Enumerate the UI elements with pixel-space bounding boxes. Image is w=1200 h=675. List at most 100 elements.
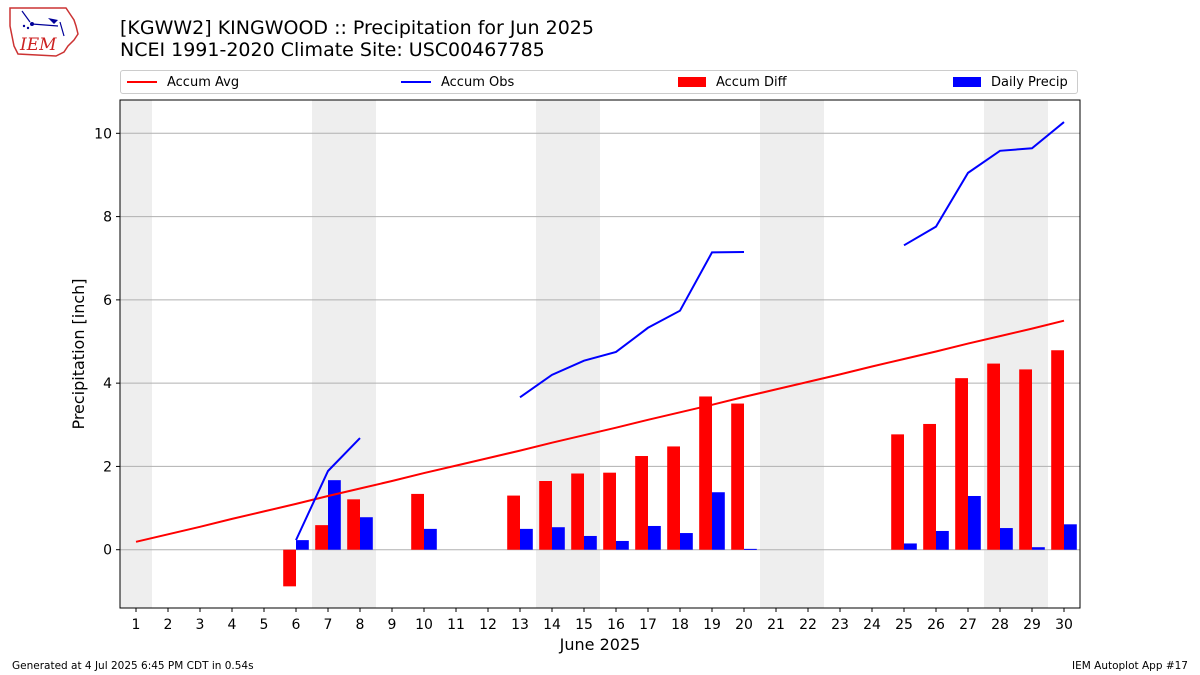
y-axis-label: Precipitation [inch] xyxy=(69,278,88,429)
accum-diff-bar-10 xyxy=(411,493,424,550)
chart-title: [KGWW2] KINGWOOD :: Precipitation for Ju… xyxy=(120,17,594,39)
accum-diff-bar-17 xyxy=(635,456,648,550)
x-tick-label-4: 4 xyxy=(228,617,237,633)
legend-item-accum-obs: Accum Obs xyxy=(401,74,514,90)
accum-obs-line-segment-2 xyxy=(903,121,1065,247)
daily-precip-bar-16 xyxy=(616,540,629,550)
x-tick-label-2: 2 xyxy=(164,617,173,633)
accum-diff-bar-13 xyxy=(507,495,520,550)
x-tick-label-22: 22 xyxy=(799,617,817,633)
x-tick-label-7: 7 xyxy=(324,617,333,633)
legend-label-accum-avg: Accum Avg xyxy=(167,74,240,90)
footer-generated: Generated at 4 Jul 2025 6:45 PM CDT in 0… xyxy=(12,660,254,672)
accum-diff-bar-20 xyxy=(731,403,744,550)
accum-diff-bar-7 xyxy=(315,525,328,550)
x-tick-label-13: 13 xyxy=(511,617,529,633)
logo-text: IEM xyxy=(19,35,57,55)
x-tick-label-17: 17 xyxy=(639,617,657,633)
daily-precip-bar-30 xyxy=(1064,524,1077,550)
daily-precip-bar-27 xyxy=(968,495,981,550)
x-tick-label-10: 10 xyxy=(415,617,433,633)
accum-avg-line-segment-0 xyxy=(135,319,1065,543)
x-tick-label-26: 26 xyxy=(927,617,945,633)
daily-precip-bar-15 xyxy=(584,535,597,550)
y-tick-label-6: 6 xyxy=(103,293,112,309)
x-tick-label-8: 8 xyxy=(356,617,365,633)
daily-precip-bar-28 xyxy=(1000,528,1013,550)
x-tick-label-24: 24 xyxy=(863,617,881,633)
x-axis-label: June 2025 xyxy=(559,635,641,654)
weekend-shade-22 xyxy=(792,100,824,608)
x-tick-label-14: 14 xyxy=(543,617,561,633)
x-tick-label-29: 29 xyxy=(1023,617,1041,633)
y-tick-label-8: 8 xyxy=(103,210,112,226)
daily-precip-bar-26 xyxy=(936,530,949,550)
daily-precip-bar-13 xyxy=(520,528,533,550)
legend-label-daily-precip: Daily Precip xyxy=(991,74,1068,90)
accum-diff-bar-27 xyxy=(955,378,968,550)
daily-precip-bar-7 xyxy=(328,480,341,550)
x-tick-label-5: 5 xyxy=(260,617,269,633)
daily-precip-bar-29 xyxy=(1032,547,1045,550)
chart-legend: Accum Avg Accum Obs Accum Diff Daily Pre… xyxy=(120,70,1078,94)
legend-item-accum-diff: Accum Diff xyxy=(678,74,787,90)
accum-diff-bar-15 xyxy=(571,473,584,550)
x-tick-label-1: 1 xyxy=(132,617,141,633)
x-tick-label-11: 11 xyxy=(447,617,465,633)
x-tick-label-9: 9 xyxy=(388,617,397,633)
accum-diff-bar-19 xyxy=(699,396,712,550)
legend-swatch-accum-diff xyxy=(678,77,706,87)
daily-precip-bar-8 xyxy=(360,517,373,550)
accum-diff-bar-8 xyxy=(347,499,360,550)
accum-obs-line-segment-0 xyxy=(295,437,361,541)
plot-frame xyxy=(119,99,1081,609)
x-tick-label-28: 28 xyxy=(991,617,1009,633)
daily-precip-bar-10 xyxy=(424,528,437,550)
accum-diff-bar-6 xyxy=(283,549,296,587)
legend-item-accum-avg: Accum Avg xyxy=(127,74,239,90)
x-tick-label-30: 30 xyxy=(1055,617,1073,633)
x-tick-label-6: 6 xyxy=(292,617,301,633)
daily-precip-bar-19 xyxy=(712,492,725,550)
y-tick-label-10: 10 xyxy=(94,126,112,142)
x-tick-label-25: 25 xyxy=(895,617,913,633)
daily-precip-bar-20 xyxy=(744,548,757,550)
daily-precip-bar-25 xyxy=(904,543,917,550)
x-tick-label-19: 19 xyxy=(703,617,721,633)
daily-precip-bar-18 xyxy=(680,533,693,550)
x-tick-label-21: 21 xyxy=(767,617,785,633)
weekend-shade-21 xyxy=(760,100,792,608)
iem-logo: IEM xyxy=(8,6,80,58)
legend-swatch-daily-precip xyxy=(953,77,981,87)
accum-obs-line-segment-1 xyxy=(519,250,745,399)
daily-precip-bar-6 xyxy=(296,540,309,550)
y-tick-label-4: 4 xyxy=(103,376,112,392)
x-tick-label-23: 23 xyxy=(831,617,849,633)
weekend-shade-1 xyxy=(120,100,152,608)
accum-diff-bar-30 xyxy=(1051,350,1064,550)
accum-diff-bar-16 xyxy=(603,472,616,550)
x-tick-label-18: 18 xyxy=(671,617,689,633)
chart-subtitle: NCEI 1991-2020 Climate Site: USC00467785 xyxy=(120,39,545,61)
daily-precip-bar-17 xyxy=(648,525,661,550)
x-tick-label-16: 16 xyxy=(607,617,625,633)
legend-item-daily-precip: Daily Precip xyxy=(953,74,1068,90)
x-tick-label-3: 3 xyxy=(196,617,205,633)
x-tick-label-15: 15 xyxy=(575,617,593,633)
accum-diff-bar-18 xyxy=(667,446,680,550)
accum-diff-bar-14 xyxy=(539,481,552,550)
daily-precip-bar-14 xyxy=(552,527,565,550)
legend-label-accum-diff: Accum Diff xyxy=(716,74,787,90)
x-tick-label-20: 20 xyxy=(735,617,753,633)
x-tick-label-27: 27 xyxy=(959,617,977,633)
accum-diff-bar-25 xyxy=(891,434,904,550)
legend-swatch-accum-obs xyxy=(401,81,431,83)
x-tick-label-12: 12 xyxy=(479,617,497,633)
accum-diff-bar-28 xyxy=(987,363,1000,550)
y-tick-label-0: 0 xyxy=(103,543,112,559)
plot-area xyxy=(120,100,1080,608)
legend-swatch-accum-avg xyxy=(127,81,157,83)
accum-diff-bar-29 xyxy=(1019,369,1032,550)
legend-label-accum-obs: Accum Obs xyxy=(441,74,515,90)
